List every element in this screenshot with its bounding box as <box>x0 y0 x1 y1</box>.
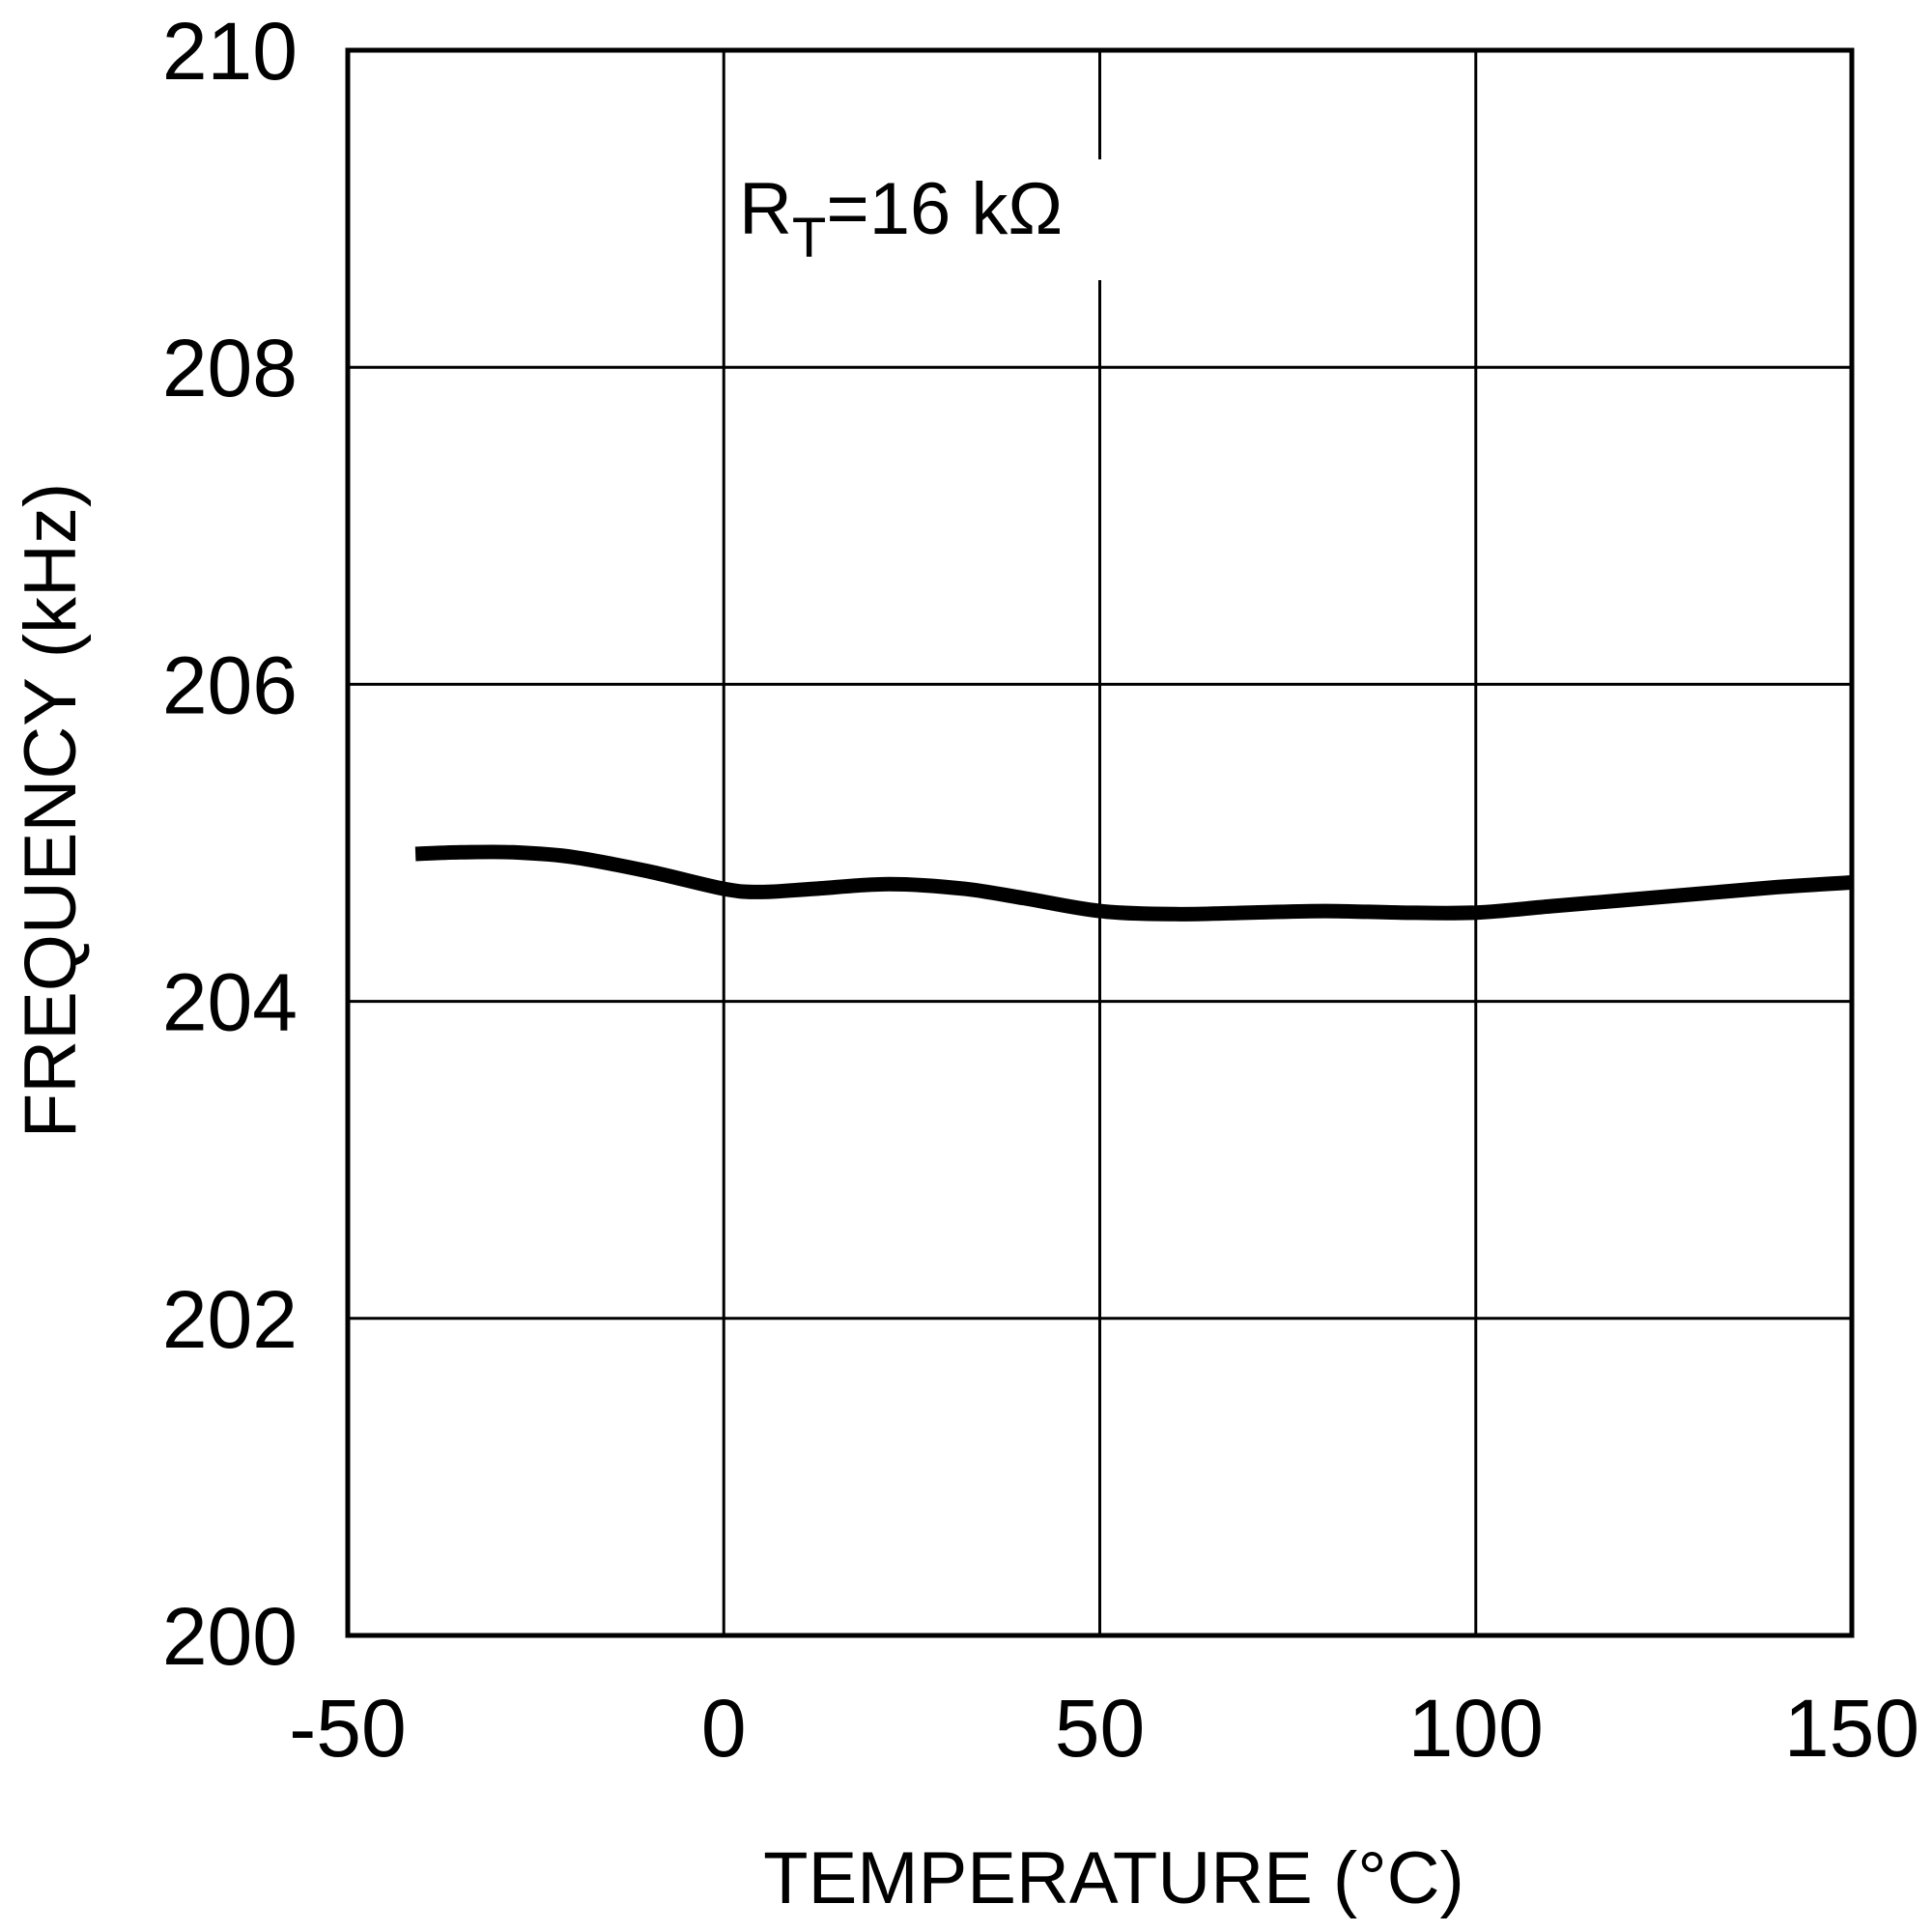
x-tick-labels: -50 0 50 100 150 <box>289 1683 1919 1774</box>
x-tick-label: -50 <box>289 1683 406 1774</box>
y-tick-labels: 200 202 204 206 208 210 <box>162 6 298 1682</box>
y-tick-label: 206 <box>162 639 298 730</box>
rt-annotation-subscript: T <box>792 207 826 270</box>
x-tick-label: 0 <box>701 1683 747 1774</box>
y-tick-label: 200 <box>162 1591 298 1682</box>
rt-annotation-value: =16 kΩ <box>826 168 1063 250</box>
y-tick-label: 204 <box>162 957 298 1048</box>
y-tick-label: 210 <box>162 6 298 97</box>
grid <box>348 50 1852 1635</box>
x-axis-title: TEMPERATURE (°C) <box>763 1837 1464 1919</box>
annotation-background <box>729 159 1116 280</box>
x-tick-label: 150 <box>1784 1683 1919 1774</box>
y-axis-title: FREQUENCY (kHz) <box>10 483 92 1138</box>
frequency-series-line <box>414 844 1853 922</box>
series-layer <box>414 844 1853 922</box>
rt-annotation-main: R <box>739 168 792 250</box>
y-tick-label: 202 <box>162 1274 298 1365</box>
rt-annotation: RT=16 kΩ <box>739 168 1063 270</box>
y-tick-label: 208 <box>162 323 298 413</box>
plot-frame <box>345 47 1855 1638</box>
x-tick-label: 100 <box>1408 1683 1544 1774</box>
x-tick-label: 50 <box>1055 1683 1145 1774</box>
